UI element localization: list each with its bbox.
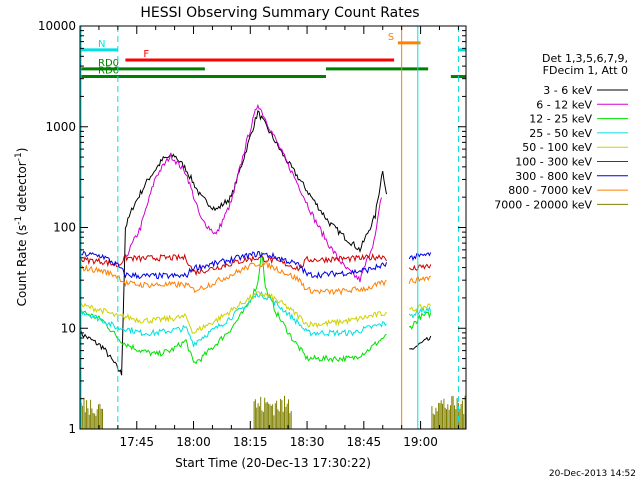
x-axis-ticks: 17:45 18:00 18:15 18:30 18:45 19:00 <box>79 26 459 449</box>
status-bar-label: F <box>143 49 149 60</box>
status-bar-label: N <box>98 39 105 50</box>
legend-entry-label: 100 - 300 keV <box>515 156 592 169</box>
legend-entry-label: 6 - 12 keV <box>536 98 592 111</box>
y-tick-label: 10 <box>61 321 76 335</box>
series-line <box>79 251 432 365</box>
legend-entry-label: 12 - 25 keV <box>529 113 592 126</box>
chart-title: HESSI Observing Summary Count Rates <box>140 5 419 21</box>
series-lines <box>79 103 466 429</box>
plot-frame <box>79 25 467 430</box>
legend-entry-label: 800 - 7000 keV <box>508 184 592 197</box>
y-tick-label: 1000 <box>45 120 76 134</box>
vertical-markers <box>80 26 459 429</box>
series-line <box>79 291 432 347</box>
x-tick-label: 18:30 <box>290 435 325 449</box>
y-tick-label: 10000 <box>38 19 76 33</box>
y-tick-label: 1 <box>68 422 76 436</box>
series-line <box>79 250 432 280</box>
legend-entry-label: 3 - 6 keV <box>543 84 592 97</box>
status-bar-label: RD0 <box>98 58 119 69</box>
status-bar-label: S <box>388 32 394 43</box>
status-bar-label: RD6 <box>98 66 119 77</box>
series-line <box>79 395 466 429</box>
x-tick-label: 18:15 <box>233 435 268 449</box>
y-axis-label-part: Count Rate (s <box>15 225 29 307</box>
x-tick-label: 18:45 <box>347 435 382 449</box>
x-axis-label: Start Time (20-Dec-13 17:30:22) <box>175 456 371 470</box>
y-axis-label-sup: -1 <box>14 152 24 161</box>
y-tick-label: 100 <box>53 221 76 235</box>
series-line <box>79 291 432 334</box>
y-axis-ticks: 1 10 100 1000 10000 <box>38 19 466 436</box>
legend-header: FDecim 1, Att 0 <box>543 64 628 77</box>
legend-entry-label: 300 - 800 keV <box>515 170 592 183</box>
legend-entry-label: 50 - 100 keV <box>522 141 592 154</box>
y-axis-label-part: detector <box>15 161 29 216</box>
legend-entry-label: 7000 - 20000 keV <box>494 198 592 211</box>
series-line <box>79 110 432 376</box>
timestamp-stamp: 20-Dec-2013 14:52 <box>549 469 636 479</box>
legend-entry-label: 25 - 50 keV <box>529 127 592 140</box>
series-line <box>79 261 431 296</box>
series-line <box>79 252 432 277</box>
y-axis-label-sup: -1 <box>14 216 24 225</box>
x-tick-label: 19:00 <box>403 435 438 449</box>
x-tick-label: 18:00 <box>176 435 211 449</box>
y-axis-label-part: ) <box>15 148 29 153</box>
legend: Det 1,3,5,6,7,9,FDecim 1, Att 0 3 - 6 keV… <box>494 52 628 211</box>
y-axis-label: Count Rate (s-1 detector-1) <box>14 148 29 307</box>
x-tick-label: 17:45 <box>119 435 154 449</box>
legend-header: Det 1,3,5,6,7,9, <box>542 52 628 65</box>
